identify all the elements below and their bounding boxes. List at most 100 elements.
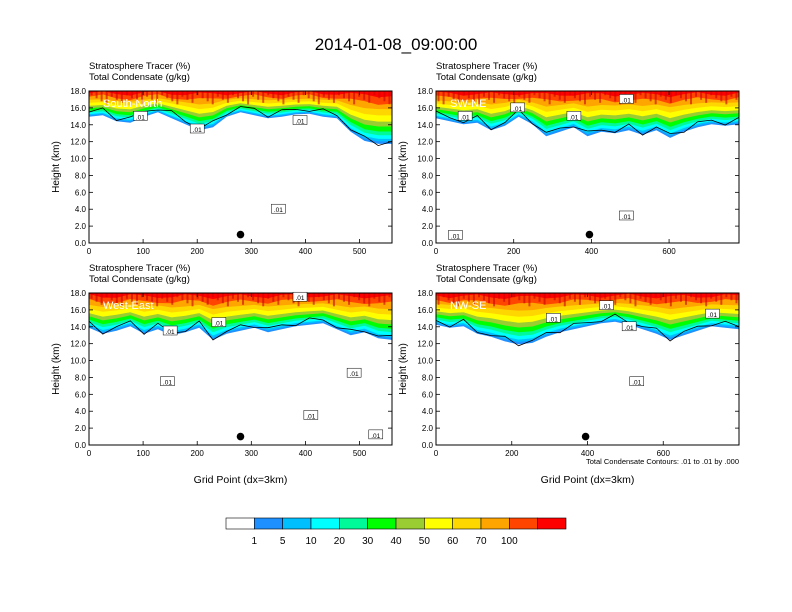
tracer-streak (679, 91, 682, 99)
tracer-streak (609, 91, 612, 99)
colorbar-label: 100 (501, 536, 518, 547)
tracer-streak (447, 293, 450, 301)
tracer-streak (493, 293, 496, 307)
tracer-streak (292, 91, 295, 100)
contour-label: .01 (622, 97, 631, 104)
tracer-streak (715, 293, 718, 302)
contour-label-box (292, 115, 308, 125)
panel-label: SW-NE (450, 98, 486, 110)
tracer-streak (619, 293, 622, 298)
panel-subtitle-2: Total Condensate (g/kg) (436, 274, 537, 285)
tracer-streak (568, 91, 571, 96)
panel-subtitle-2: Total Condensate (g/kg) (89, 274, 190, 285)
contour-label-box (303, 410, 319, 420)
tracer-streak (604, 91, 607, 96)
panel-label: South-North (103, 98, 162, 110)
contour-label-box (510, 102, 525, 113)
tracer-streak (553, 293, 556, 301)
tracer-streak (720, 293, 723, 305)
tracer-streak (383, 293, 386, 305)
tracer-streak (488, 293, 491, 304)
contour-label: .01 (461, 114, 470, 121)
tracer-streak (115, 91, 118, 100)
tracer-streak (578, 293, 581, 305)
tracer-streak (282, 293, 285, 298)
tracer-streak (725, 91, 728, 105)
tracer-streak (257, 293, 260, 304)
tracer-streak (166, 293, 169, 302)
contour-label-box (133, 111, 148, 121)
y-tick-label: 8.0 (422, 171, 434, 180)
tracer-streak (176, 293, 179, 298)
tracer-streak (477, 293, 480, 298)
y-tick-label: 12.0 (417, 340, 433, 349)
tracer-band-11 (89, 91, 392, 98)
tracer-streak (639, 293, 642, 299)
tracer-streak (171, 293, 174, 305)
tracer-streak (267, 293, 270, 299)
x-tick-label: 200 (507, 247, 521, 256)
tracer-streak (211, 293, 214, 298)
colorbar-label: 10 (305, 536, 317, 547)
y-tick-label: 18.0 (70, 289, 86, 298)
y-tick-label: 16.0 (70, 104, 86, 113)
tracer-streak (730, 293, 733, 301)
tracer-streak (573, 91, 576, 99)
tracer-streak (447, 91, 450, 97)
y-tick-label: 18.0 (417, 289, 433, 298)
y-tick-label: 2.0 (75, 424, 87, 433)
colorbar-swatch (424, 517, 453, 530)
y-tick-label: 12.0 (70, 340, 86, 349)
colorbar-swatch (310, 517, 340, 530)
contour-label-box (448, 230, 463, 240)
tracer-streak (634, 293, 637, 307)
tracer-streak (327, 91, 330, 100)
x-tick-label: 300 (245, 247, 259, 256)
contour-label: .01 (350, 371, 359, 378)
tracer-streak (518, 293, 521, 301)
tracer-streak (594, 293, 597, 304)
tracer-streak (368, 293, 371, 307)
tracer-streak (317, 91, 320, 105)
tracer-streak (548, 293, 551, 298)
tracer-streak (343, 91, 346, 99)
tracer-streak (130, 293, 133, 302)
tracer-streak (388, 91, 391, 105)
tracer-streak (589, 91, 592, 97)
tracer-streak (307, 293, 310, 302)
tracer-streak (343, 293, 346, 302)
condensate-contour (436, 313, 739, 347)
tracer-streak (528, 91, 531, 103)
tracer-streak (363, 293, 366, 304)
tracer-streak (206, 293, 209, 305)
tracer-streak (583, 91, 586, 105)
tracer-field (89, 91, 392, 147)
tracer-streak (252, 293, 255, 301)
colorbar-swatch (225, 517, 255, 530)
tracer-streak (684, 293, 687, 305)
tracer-streak (437, 293, 440, 305)
y-axis-label: Height (km) (398, 141, 409, 193)
contour-label: .01 (549, 316, 558, 323)
y-tick-label: 0.0 (75, 441, 87, 450)
condensate-contour (436, 108, 739, 136)
tracer-streak (141, 293, 144, 298)
x-tick-label: 100 (136, 449, 150, 458)
x-tick-label: 0 (434, 247, 439, 256)
tracer-streak (472, 91, 475, 102)
colorbar-label: 1 (252, 536, 258, 547)
tracer-streak (166, 91, 169, 99)
tracer-streak (659, 91, 662, 97)
y-tick-label: 18.0 (70, 87, 86, 96)
tracer-streak (221, 91, 224, 100)
tracer-streak (100, 293, 103, 305)
y-tick-label: 16.0 (417, 104, 433, 113)
tracer-streak (348, 293, 351, 305)
tracer-streak (568, 293, 571, 299)
colorbar-label: 50 (419, 536, 431, 547)
x-tick-label: 0 (434, 449, 439, 458)
tracer-streak (629, 293, 632, 304)
tracer-streak (578, 91, 581, 102)
y-tick-label: 14.0 (417, 323, 433, 332)
tracer-streak (216, 293, 219, 301)
